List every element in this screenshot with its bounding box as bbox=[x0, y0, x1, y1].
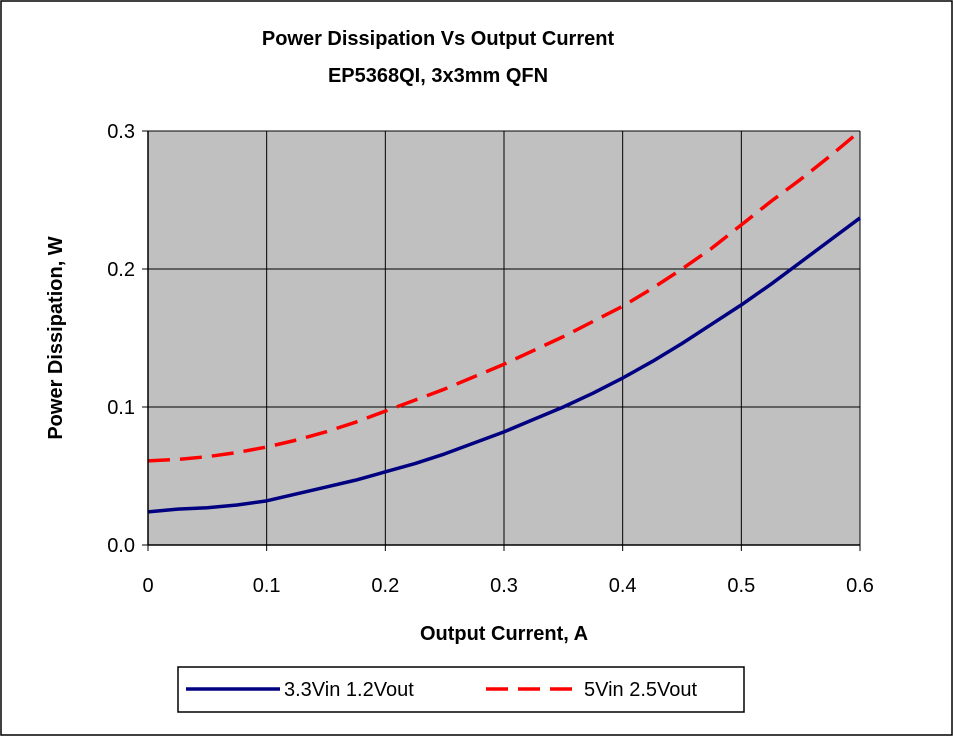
gridlines bbox=[148, 130, 861, 545]
x-tick-label: 0.5 bbox=[727, 575, 755, 597]
chart-subtitle: EP5368QI, 3x3mm QFN bbox=[328, 65, 548, 87]
x-axis-title: Output Current, A bbox=[420, 623, 588, 645]
y-tick-label: 0.3 bbox=[107, 121, 135, 143]
legend-label-series-1: 3.3Vin 1.2Vout bbox=[284, 679, 414, 701]
x-tick-label: 0 bbox=[142, 575, 153, 597]
legend-label-series-2: 5Vin 2.5Vout bbox=[584, 679, 698, 701]
x-tick-label: 0.4 bbox=[609, 575, 637, 597]
x-tick-label: 0.3 bbox=[490, 575, 518, 597]
x-tick-label: 0.6 bbox=[846, 575, 874, 597]
axes bbox=[142, 130, 861, 551]
tick-labels: 0 0.1 0.2 0.3 0.4 0.5 0.6 0.0 0.1 0.2 0.3 bbox=[107, 121, 874, 597]
y-tick-label: 0.0 bbox=[107, 535, 135, 557]
series-lines bbox=[147, 129, 862, 514]
y-tick-label: 0.2 bbox=[107, 259, 135, 281]
series-line-2 bbox=[147, 129, 862, 463]
x-tick-label: 0.1 bbox=[253, 575, 281, 597]
y-tick-label: 0.1 bbox=[107, 397, 135, 419]
chart-title: Power Dissipation Vs Output Current bbox=[262, 28, 615, 50]
series-line-1 bbox=[147, 216, 862, 514]
legend: 3.3Vin 1.2Vout 5Vin 2.5Vout bbox=[177, 666, 745, 713]
x-tick-label: 0.2 bbox=[371, 575, 399, 597]
y-axis-title: Power Dissipation, W bbox=[45, 236, 67, 439]
